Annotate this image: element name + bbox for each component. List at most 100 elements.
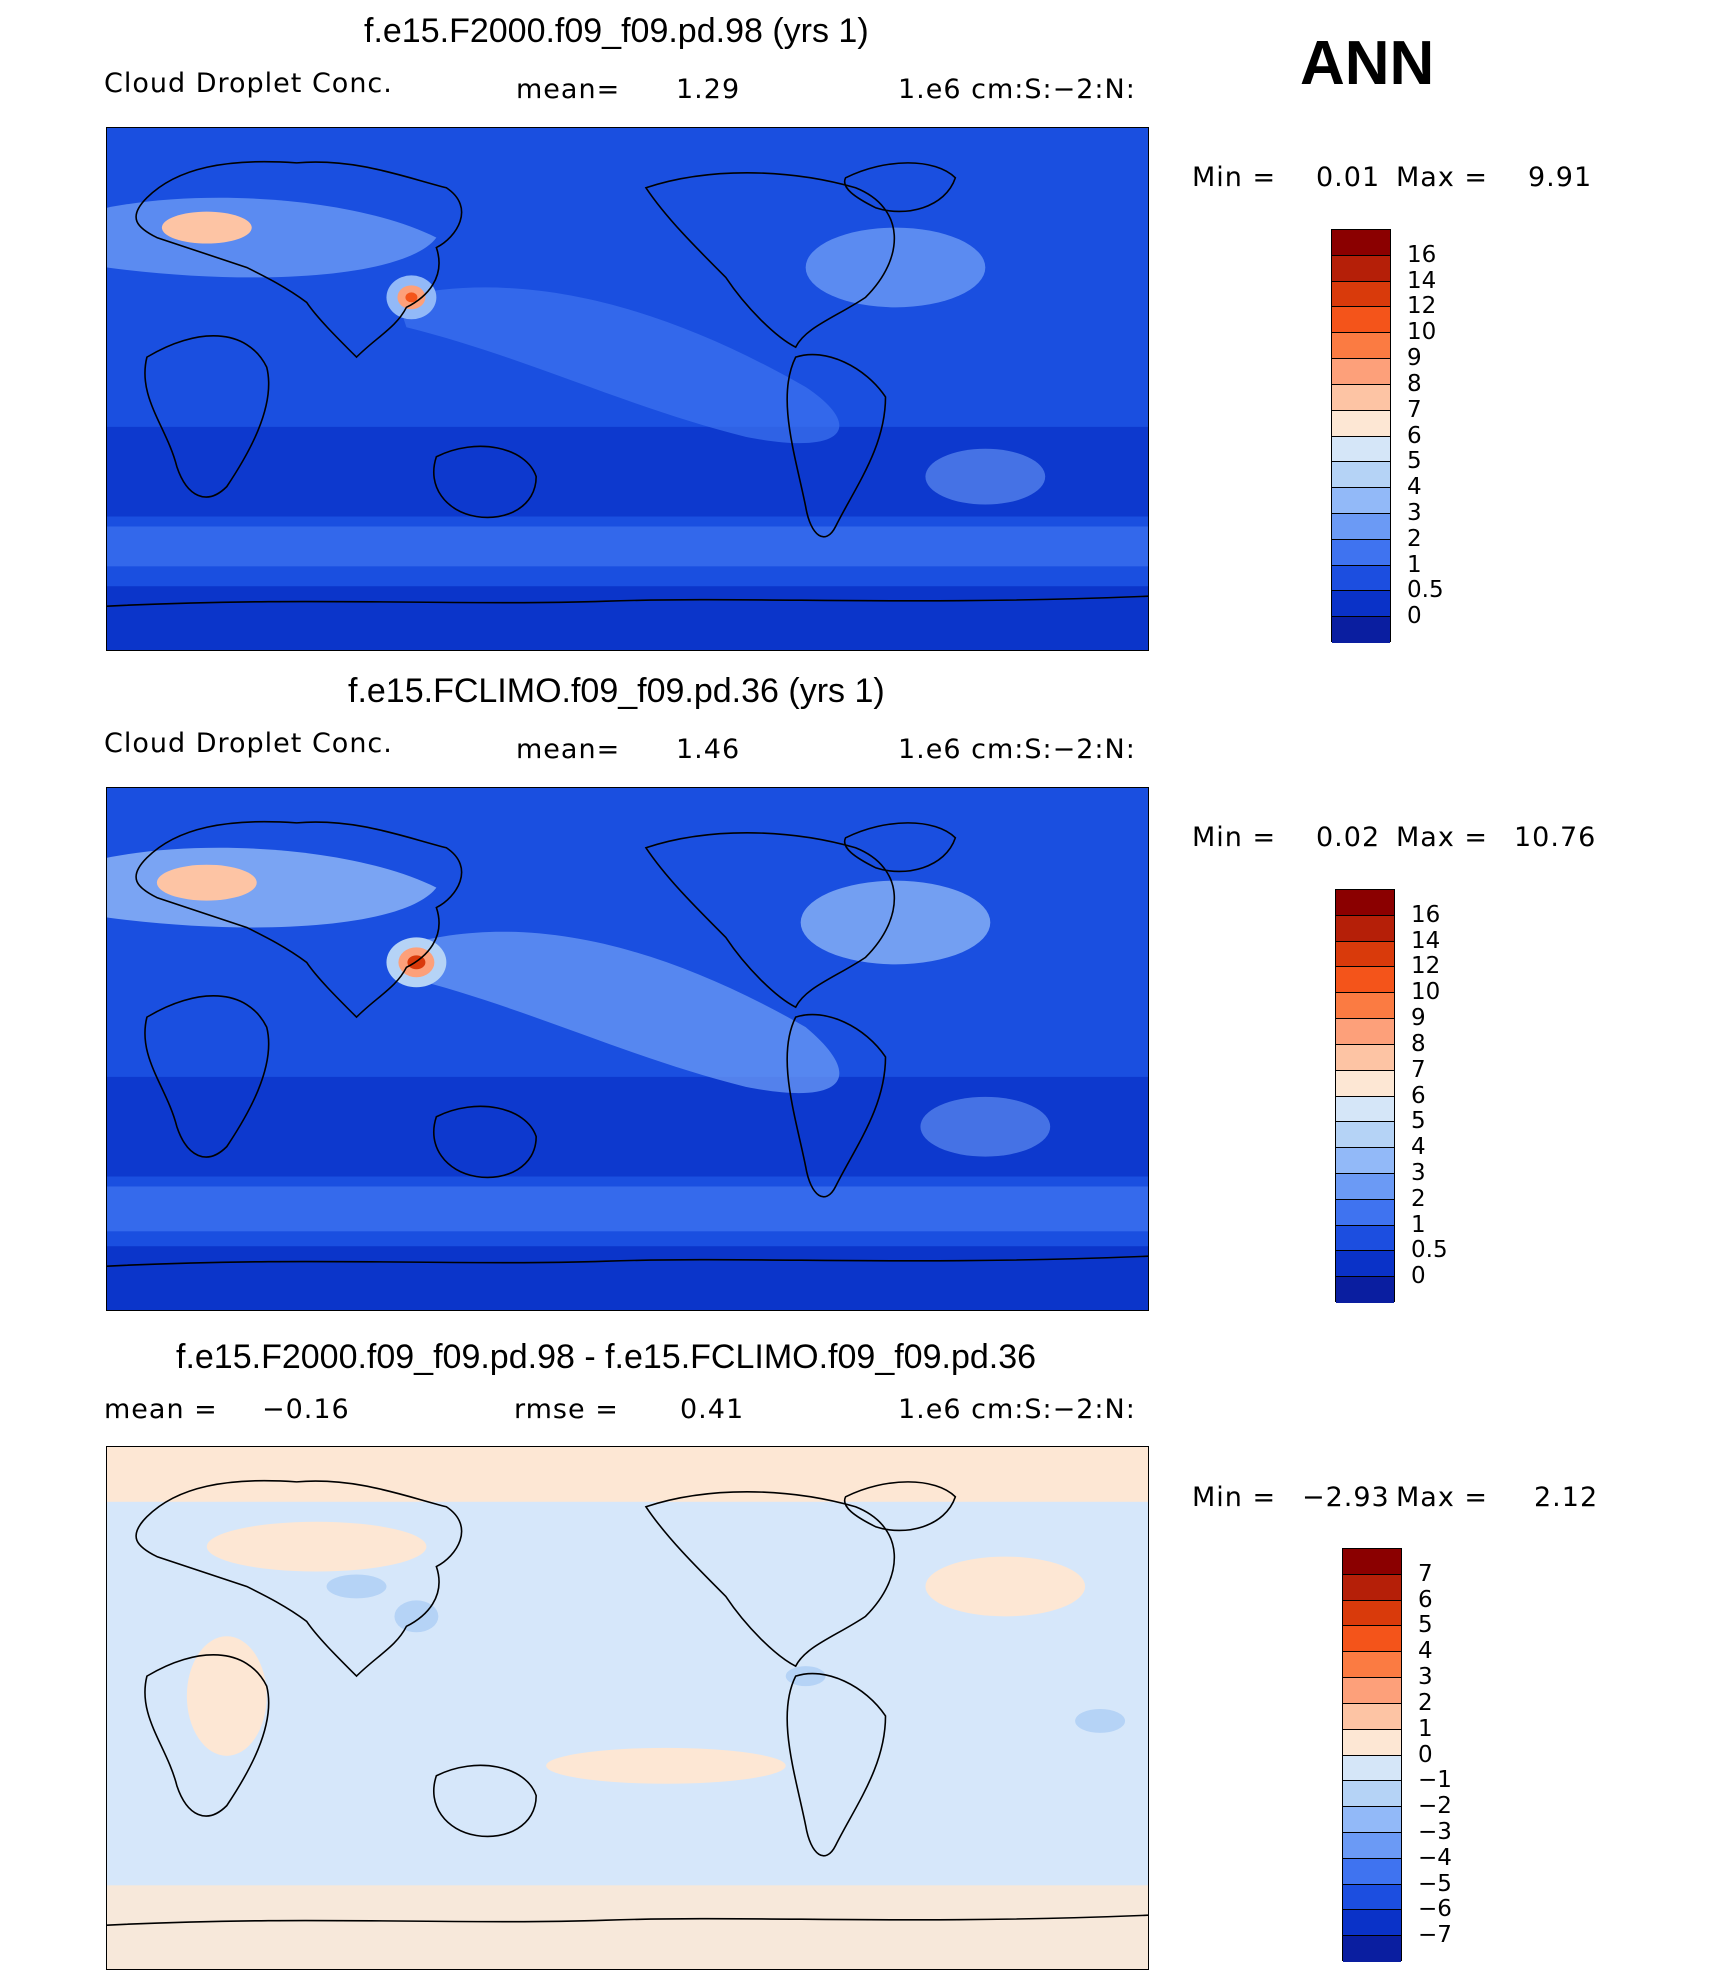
panel2-mean-label: mean= <box>516 734 621 765</box>
colorbar-tick-label: −3 <box>1418 1818 1452 1845</box>
panel2-antarctic-band <box>107 1246 1148 1310</box>
colorbar-tick-label: 14 <box>1411 927 1441 954</box>
colorbar-cell <box>1332 255 1390 282</box>
panel1-pacific-plume <box>396 287 840 444</box>
panel1-map-svg <box>107 128 1148 650</box>
colorbar-tick-label: 0.5 <box>1411 1237 1448 1264</box>
panel1-atlantic-field <box>925 448 1046 505</box>
colorbar-cell <box>1332 359 1390 385</box>
panel3-rmse-value: 0.41 <box>680 1394 745 1425</box>
panel2-colorbar: 16 14 12 10 9 8 7 6 5 4 3 2 1 0.5 0 <box>1335 889 1448 1303</box>
panel2-coastlines <box>107 820 1148 1267</box>
colorbar-tick-label: 1 <box>1418 1715 1433 1742</box>
colorbar-cell <box>1332 539 1390 566</box>
colorbar-cell <box>1343 1574 1401 1601</box>
season-label: ANN <box>1300 29 1435 98</box>
colorbar-cell <box>1343 1807 1401 1833</box>
colorbar-cell <box>1336 1044 1394 1071</box>
panel2-southern-band <box>107 1186 1148 1232</box>
colorbar-tick-label: 4 <box>1407 474 1422 501</box>
panel3-max-value: 2.12 <box>1534 1482 1599 1513</box>
colorbar-cell <box>1343 1703 1401 1730</box>
colorbar-tick-label: 16 <box>1407 241 1437 268</box>
colorbar-cell <box>1343 1600 1401 1627</box>
colorbar-cell <box>1336 941 1394 968</box>
panel3-mean-value: −0.16 <box>262 1394 350 1425</box>
panel3-map-svg <box>107 1447 1148 1969</box>
colorbar-tick-label: 1 <box>1407 551 1422 578</box>
colorbar-cell <box>1336 1225 1394 1252</box>
colorbar-tick-label: −4 <box>1418 1844 1452 1871</box>
panel3-atlantic-negative <box>1075 1708 1126 1733</box>
colorbar-cell <box>1343 1549 1401 1575</box>
colorbar-cell <box>1336 1199 1394 1226</box>
colorbar-tick-label: 2 <box>1418 1689 1433 1716</box>
panel2-title: f.e15.FCLIMO.f09_f09.pd.36 (yrs 1) <box>348 672 885 710</box>
colorbar-cell <box>1336 1070 1394 1097</box>
colorbar-cell <box>1332 384 1390 411</box>
colorbar-tick-label: −2 <box>1418 1793 1452 1820</box>
panel1-colorbar: 16 14 12 10 9 8 7 6 5 4 3 2 1 0.5 0 <box>1331 229 1444 643</box>
panel1-asia-peak <box>405 292 418 303</box>
colorbar-tick-label: 16 <box>1411 901 1441 928</box>
panel3-colorbar: 7 6 5 4 3 2 1 0 −1 −2 −3 −4 −5 −6 −7 <box>1342 1548 1452 1962</box>
panel2-min-value: 0.02 <box>1316 822 1381 853</box>
colorbar-cell <box>1336 915 1394 942</box>
panel2-europe-high <box>156 864 257 901</box>
colorbar-tick-label: −6 <box>1418 1896 1452 1923</box>
panel3-eurasia-positive <box>206 1521 427 1572</box>
colorbar-tick-label: 6 <box>1418 1586 1433 1613</box>
panel1-max-value: 9.91 <box>1528 162 1593 193</box>
colorbar-cell <box>1336 1122 1394 1149</box>
colorbar-cell <box>1332 410 1390 437</box>
panel1-europe-high <box>161 211 252 244</box>
colorbar-tick-label: 0 <box>1418 1741 1433 1768</box>
colorbar-tick-label: 3 <box>1411 1159 1426 1186</box>
colorbar-tick-label: 0 <box>1411 1263 1426 1290</box>
colorbar-box <box>1331 229 1391 643</box>
colorbar-cell <box>1343 1678 1401 1704</box>
colorbar-cell <box>1336 1173 1394 1200</box>
panel3-map <box>106 1446 1149 1970</box>
colorbar-cell <box>1343 1626 1401 1653</box>
colorbar-cell <box>1332 230 1390 256</box>
colorbar-tick-label: 10 <box>1407 319 1437 346</box>
colorbar-cell <box>1343 1652 1401 1679</box>
colorbar-cell <box>1332 307 1390 334</box>
colorbar-tick-label: 3 <box>1407 499 1422 526</box>
panel2-min-label: Min = <box>1192 822 1277 853</box>
panel1-min-label: Min = <box>1192 162 1277 193</box>
colorbar-tick-label: −7 <box>1418 1922 1452 1949</box>
colorbar-tick-label: 7 <box>1418 1560 1433 1587</box>
colorbar-cell <box>1336 890 1394 916</box>
colorbar-tick-label: 1 <box>1411 1211 1426 1238</box>
colorbar-cell <box>1332 565 1390 592</box>
panel2-max-value: 10.76 <box>1514 822 1597 853</box>
colorbar-tick-label: 14 <box>1407 267 1437 294</box>
panel3-asia-negative-2 <box>326 1574 387 1599</box>
colorbar-cell <box>1332 436 1390 463</box>
panel2-mean-value: 1.46 <box>676 734 741 765</box>
panel3-asia-negative <box>394 1600 439 1633</box>
colorbar-cell <box>1336 1148 1394 1174</box>
colorbar-tick-label: 12 <box>1411 953 1441 980</box>
colorbar-tick-label: 6 <box>1407 422 1422 449</box>
colorbar-tick-label: 4 <box>1411 1134 1426 1161</box>
panel3-min-value: −2.93 <box>1302 1482 1390 1513</box>
panel1-max-label: Max = <box>1396 162 1489 193</box>
colorbar-tick-label: 12 <box>1407 293 1437 320</box>
panel3-africa-positive <box>186 1636 267 1756</box>
colorbar-cell <box>1343 1936 1401 1962</box>
panel1-units: 1.e6 cm:S:−2:N: <box>898 74 1136 105</box>
colorbar-cell <box>1336 967 1394 994</box>
colorbar-tick-label: 10 <box>1411 979 1441 1006</box>
colorbar-cell <box>1343 1832 1401 1859</box>
panel1-southern-band <box>107 526 1148 567</box>
colorbar-cell <box>1343 1858 1401 1885</box>
colorbar-cell <box>1332 281 1390 308</box>
colorbar-cell <box>1336 1096 1394 1123</box>
colorbar-cell <box>1343 1729 1401 1756</box>
colorbar-tick-label: 0 <box>1407 603 1422 630</box>
colorbar-tick-label: 3 <box>1418 1664 1433 1691</box>
colorbar-cell <box>1343 1781 1401 1808</box>
